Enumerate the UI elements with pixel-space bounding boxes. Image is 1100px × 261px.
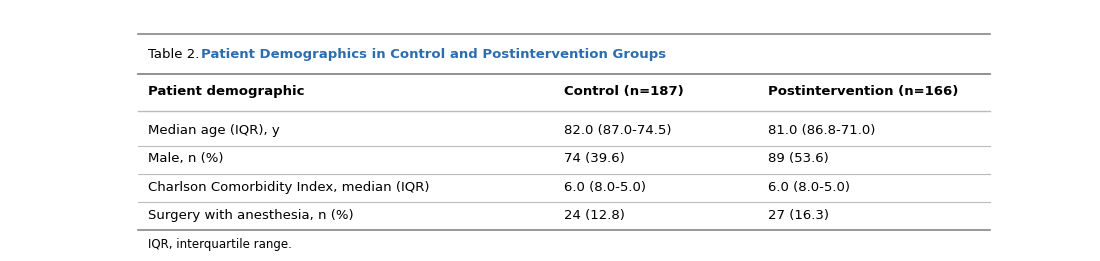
Text: 27 (16.3): 27 (16.3) — [768, 209, 829, 222]
Text: 24 (12.8): 24 (12.8) — [563, 209, 625, 222]
Text: Male, n (%): Male, n (%) — [147, 152, 223, 165]
Text: Control (n=187): Control (n=187) — [563, 85, 683, 98]
Text: Surgery with anesthesia, n (%): Surgery with anesthesia, n (%) — [147, 209, 353, 222]
Text: Charlson Comorbidity Index, median (IQR): Charlson Comorbidity Index, median (IQR) — [147, 181, 429, 194]
Text: 89 (53.6): 89 (53.6) — [768, 152, 829, 165]
Text: Patient demographic: Patient demographic — [147, 85, 305, 98]
Text: 6.0 (8.0-5.0): 6.0 (8.0-5.0) — [768, 181, 850, 194]
Text: Median age (IQR), y: Median age (IQR), y — [147, 124, 279, 137]
Text: Patient Demographics in Control and Postintervention Groups: Patient Demographics in Control and Post… — [201, 48, 667, 61]
Text: IQR, interquartile range.: IQR, interquartile range. — [147, 238, 292, 251]
Text: Postintervention (n=166): Postintervention (n=166) — [768, 85, 959, 98]
Text: 74 (39.6): 74 (39.6) — [563, 152, 625, 165]
Text: 82.0 (87.0-74.5): 82.0 (87.0-74.5) — [563, 124, 671, 137]
Text: 81.0 (86.8-71.0): 81.0 (86.8-71.0) — [768, 124, 876, 137]
Text: Table 2.: Table 2. — [147, 48, 204, 61]
Text: 6.0 (8.0-5.0): 6.0 (8.0-5.0) — [563, 181, 646, 194]
